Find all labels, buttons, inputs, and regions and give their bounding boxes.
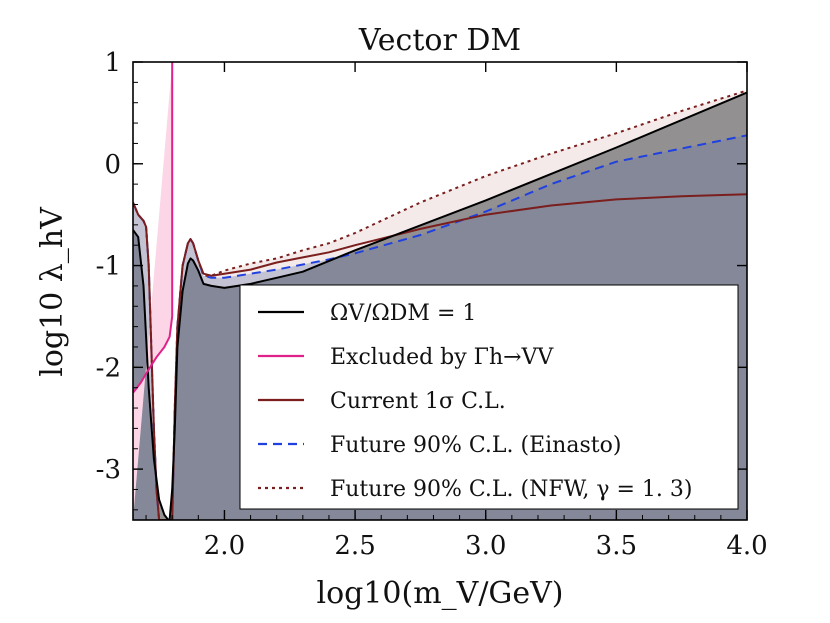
legend-label-0: ΩV/ΩDM = 1: [330, 301, 476, 326]
x-tick-label: 4.0: [726, 531, 767, 561]
legend-label-3: Future 90% C.L. (Einasto): [330, 433, 621, 458]
y-tick-label: -1: [96, 252, 121, 282]
legend-box: [239, 284, 739, 510]
plot-frame: [132, 61, 748, 521]
x-tick-label: 2.5: [334, 531, 375, 561]
x-tick-label: 2.0: [204, 531, 245, 561]
chart-title: Vector DM: [358, 23, 521, 58]
legend-label-4: Future 90% C.L. (NFW, γ = 1. 3): [330, 477, 692, 502]
y-tick-label: -3: [96, 455, 121, 485]
x-tick-label: 3.5: [596, 531, 637, 561]
y-tick-label: -2: [96, 353, 121, 383]
y-tick-label: 1: [104, 48, 121, 78]
excluded-region: [133, 62, 173, 520]
x-tick-label: 3.0: [465, 531, 506, 561]
legend-label-2: Current 1σ C.L.: [330, 389, 506, 414]
y-tick-label: 0: [104, 150, 121, 180]
series-line-0: [133, 91, 747, 520]
legend: ΩV/ΩDM = 1 Excluded by Γh→VV Current 1σ C.…: [239, 284, 739, 510]
series-line-1: [133, 62, 174, 394]
x-axis-label: log10(m_V/GeV): [316, 576, 563, 611]
legend-label-1: Excluded by Γh→VV: [330, 345, 554, 370]
series-line-2: [133, 193, 747, 520]
y-axis-label: log10 λ_hV: [35, 206, 70, 377]
